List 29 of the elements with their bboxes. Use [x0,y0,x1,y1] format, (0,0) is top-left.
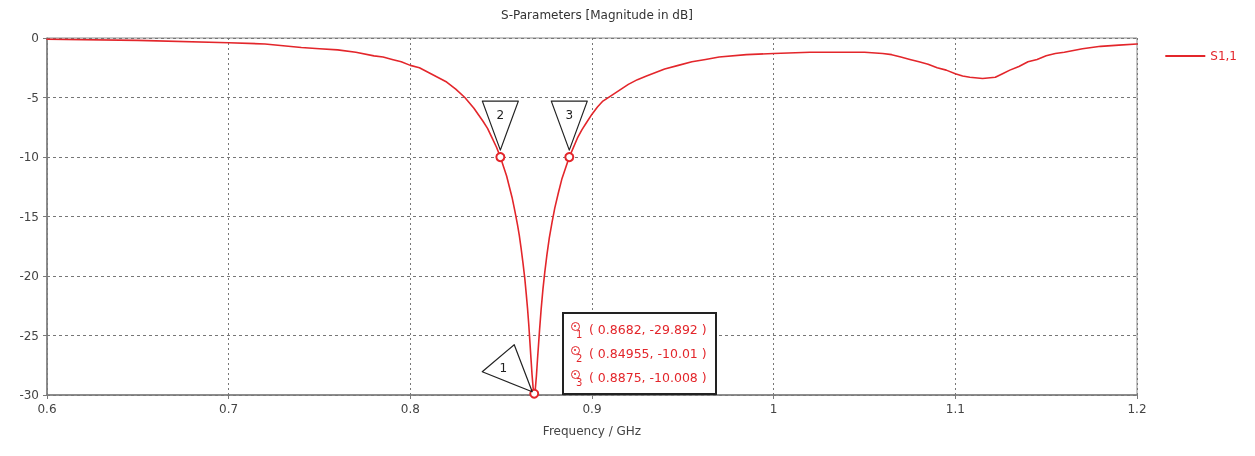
x-tick-label: 0.6 [37,402,57,416]
x-tick-label: 0.7 [219,402,239,416]
y-tick-label: -10 [19,150,39,164]
x-axis-title: Frequency / GHz [542,424,642,438]
point [495,152,506,163]
x-tick-label: 1 [769,402,778,416]
y-tick-label: -25 [19,328,39,343]
x-tick-label: 1.1 [945,402,965,416]
legend-label: S1,1 [1210,49,1237,63]
x-tick-label: 0.9 [582,402,602,416]
x-tick-label: 1.2 [1127,402,1147,416]
point [564,152,575,163]
x-tick-label: 0.8 [400,402,420,416]
annotation: 3 [565,108,574,123]
annotation: ( 0.8875, -10.008 ) [589,370,707,386]
annotation: 1 [499,360,508,375]
y-tick-label: -15 [19,209,39,224]
text: 3 [576,377,583,388]
y-tick-label: -5 [27,90,39,105]
text: 2 [576,353,583,364]
text: 1 [576,329,583,340]
annotation: ( 0.8682, -29.892 ) [589,322,707,338]
annotation: 2 [496,108,505,123]
chart-title: S-Parameters [Magnitude in dB] [501,8,693,22]
y-tick-label: 0 [31,31,39,45]
point [529,388,540,399]
y-tick-label: -20 [19,269,39,283]
y-tick-label: -30 [19,388,39,402]
annotation: ( 0.84955, -10.01 ) [589,346,707,362]
